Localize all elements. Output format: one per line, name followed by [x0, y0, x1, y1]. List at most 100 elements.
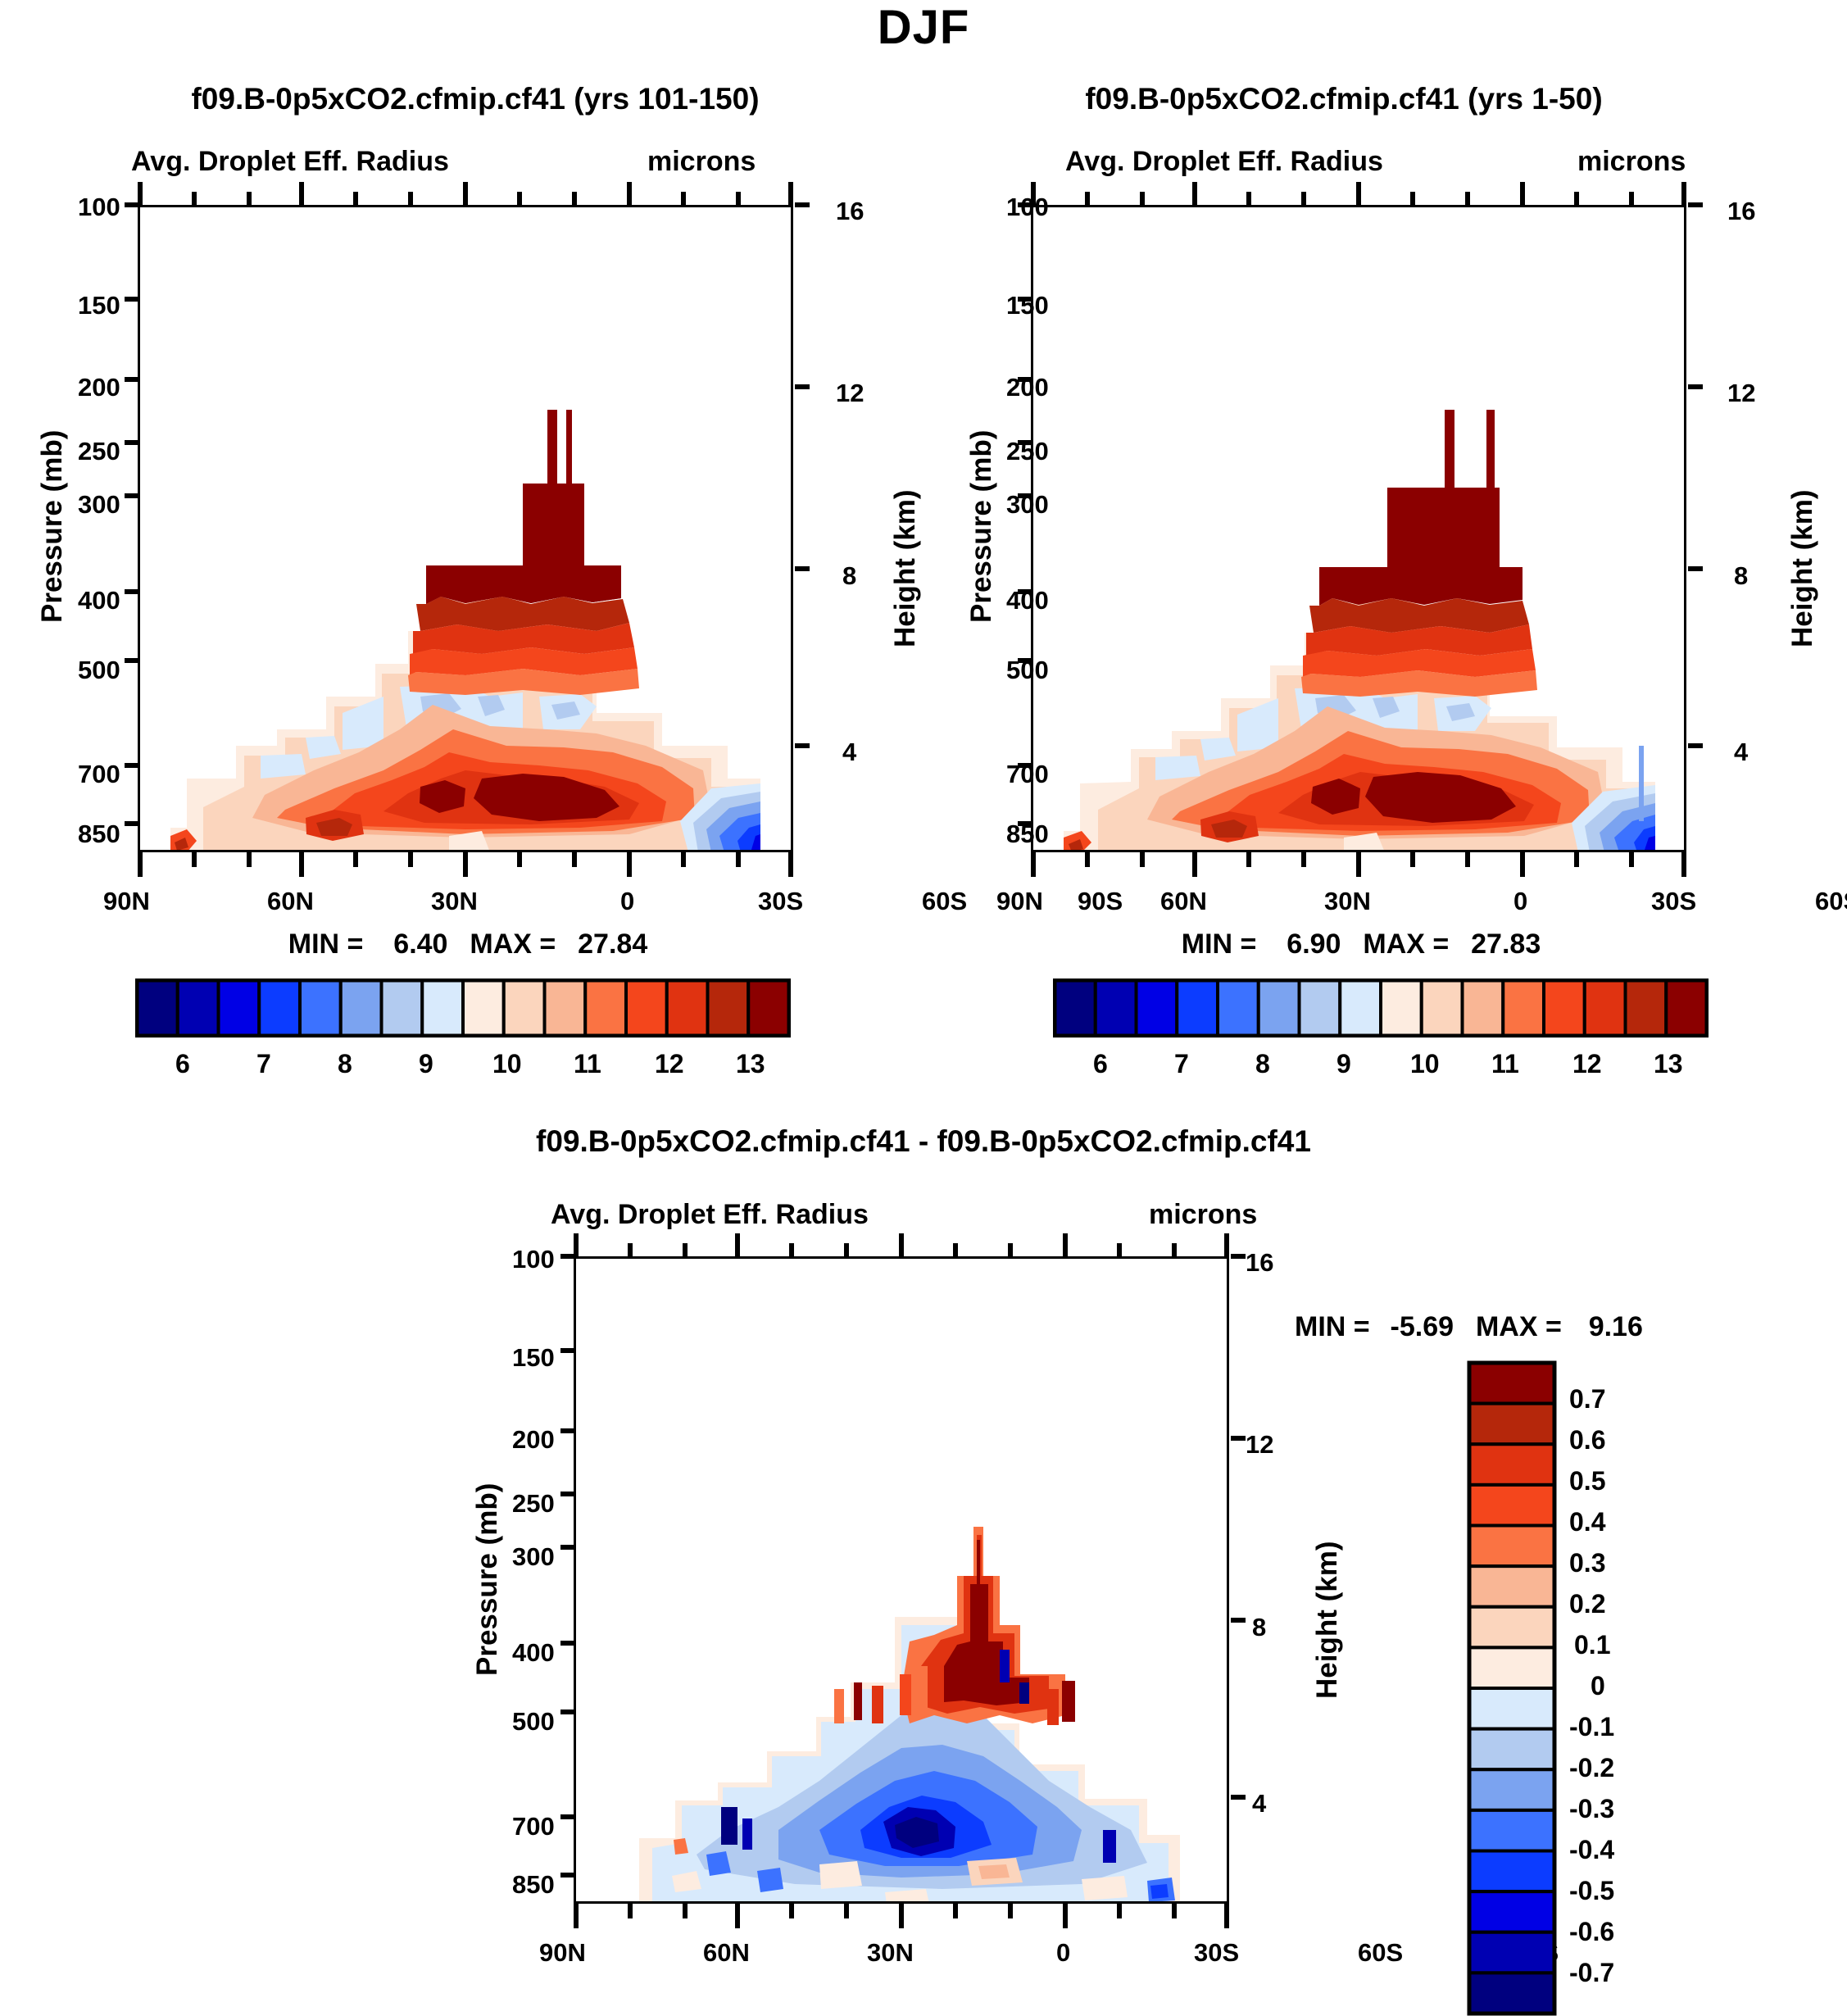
max-label-tl: MAX =: [470, 929, 556, 960]
colorbar-cell: [747, 978, 791, 1038]
plot-area-top-left: [138, 205, 793, 852]
cbtick-p06-bm: 0.6: [1569, 1425, 1606, 1455]
xtick-30N-tl: 30N: [431, 887, 478, 915]
cbtick-6-tl: 6: [175, 1049, 190, 1078]
xtick-30N-tr: 30N: [1324, 887, 1371, 915]
colorbar-cell: [1053, 978, 1097, 1038]
colorbar-top-right[interactable]: [1053, 978, 1709, 1038]
colorbar-cell: [1623, 978, 1668, 1038]
ylabel-top-right: Pressure (mb): [965, 429, 997, 623]
bottom-ticks-bottom: [574, 1904, 1229, 1928]
colorbar-bottom-difference[interactable]: [1467, 1360, 1557, 2016]
axis-ticks-top-right: [1018, 202, 1703, 826]
cbtick-8-tr: 8: [1255, 1049, 1270, 1078]
top-ticks-top-left: [138, 182, 793, 207]
ytick-300-tl: 300: [78, 490, 120, 519]
max-value-tl: 27.84: [578, 929, 648, 960]
ytick-100-bm: 100: [512, 1245, 555, 1274]
xtick-90S-tl: 90S: [1078, 887, 1123, 915]
colorbar-cell: [1468, 1401, 1556, 1446]
colorbar-cell: [338, 978, 383, 1038]
xtick-30S-tl: 30S: [758, 887, 804, 915]
colorbar-cell: [1468, 1768, 1556, 1812]
panel-units-top-right: microns: [1577, 146, 1686, 177]
ytick-100-tl: 100: [78, 193, 120, 221]
cbtick-7-tr: 7: [1174, 1049, 1189, 1078]
colorbar-cell: [379, 978, 424, 1038]
cbtick-7-tl: 7: [256, 1049, 271, 1078]
ytick-400-tl: 400: [78, 586, 120, 615]
y2tick-12-bm: 12: [1246, 1430, 1274, 1459]
min-label-tr: MIN =: [1181, 929, 1257, 960]
colorbar-cell: [1379, 978, 1423, 1038]
colorbar-cell: [1468, 1930, 1556, 1975]
colorbar-cell: [1468, 1646, 1556, 1691]
colorbar-cell: [1468, 1808, 1556, 1853]
colorbar-cell: [583, 978, 628, 1038]
colorbar-cell: [1093, 978, 1138, 1038]
cbtick-p05-bm: 0.5: [1569, 1466, 1606, 1496]
colorbar-cell: [1582, 978, 1627, 1038]
ytick-300-bm: 300: [512, 1542, 555, 1571]
cbtick-12-tl: 12: [655, 1049, 684, 1078]
ytick-150-tr: 150: [1006, 291, 1049, 320]
y2label-top-right: Height (km): [1786, 489, 1818, 648]
panel-title-top-left: f09.B-0p5xCO2.cfmip.cf41 (yrs 101-150): [191, 82, 760, 116]
colorbar-cell: [1460, 978, 1505, 1038]
y2tick-16-tr: 16: [1727, 197, 1756, 225]
colorbar-cell: [1134, 978, 1179, 1038]
colorbar-cell: [1468, 1605, 1556, 1650]
y2tick-4-bm: 4: [1252, 1789, 1267, 1818]
colorbar-top-left[interactable]: [135, 978, 791, 1038]
panel-units-bottom: microns: [1149, 1199, 1258, 1230]
cbtick-m02-bm: -0.2: [1569, 1753, 1615, 1782]
max-label-bm: MAX =: [1475, 1311, 1562, 1342]
colorbar-cell: [501, 978, 547, 1038]
colorbar-cell: [1468, 1890, 1556, 1934]
panel-units-top-left: microns: [647, 146, 756, 177]
xtick-90N-bm: 90N: [539, 1938, 586, 1967]
xtick-90N-tl: 90N: [103, 887, 150, 915]
cbtick-11-tr: 11: [1491, 1049, 1519, 1078]
top-ticks-top-right: [1031, 182, 1686, 207]
colorbar-cell: [1468, 1727, 1556, 1772]
colorbar-cell: [1468, 1564, 1556, 1609]
colorbar-cell: [1468, 1687, 1556, 1731]
colorbar-cell: [1216, 978, 1260, 1038]
xtick-60S-tr: 60S: [1815, 887, 1847, 915]
ytick-850-tl: 850: [78, 820, 120, 848]
colorbar-cell: [665, 978, 710, 1038]
colorbar-cell: [1501, 978, 1545, 1038]
y2tick-8-tr: 8: [1734, 561, 1749, 590]
ytick-250-tl: 250: [78, 437, 120, 465]
colorbar-cell: [461, 978, 506, 1038]
colorbar-cell: [420, 978, 465, 1038]
colorbar-cell: [1468, 1482, 1556, 1528]
xtick-30S-bm: 30S: [1194, 1938, 1240, 1967]
minmax-bottom: MIN = -5.69 MAX = 9.16: [1295, 1311, 1643, 1343]
cbtick-p03-bm: 0.3: [1569, 1548, 1606, 1578]
colorbar-cell: [1175, 978, 1219, 1038]
figure-title: DJF: [877, 1, 970, 54]
colorbar-cell: [1256, 978, 1301, 1038]
cbtick-10-tl: 10: [492, 1049, 522, 1078]
colorbar-cell: [1419, 978, 1464, 1038]
cbtick-9-tr: 9: [1336, 1049, 1351, 1078]
colorbar-cell: [542, 978, 588, 1038]
y2tick-4-tr: 4: [1734, 738, 1749, 766]
min-label-tl: MIN =: [288, 929, 364, 960]
min-value-bm: -5.69: [1390, 1311, 1454, 1342]
panel-title-top-right: f09.B-0p5xCO2.cfmip.cf41 (yrs 1-50): [1085, 82, 1603, 116]
y2tick-16-tl: 16: [836, 197, 865, 225]
xtick-60S-tl: 60S: [922, 887, 968, 915]
colorbar-cell: [175, 978, 220, 1038]
colorbar-cell: [624, 978, 669, 1038]
colorbar-cell: [1468, 1971, 1556, 2016]
cbtick-13-tl: 13: [736, 1049, 765, 1078]
minmax-top-left: MIN = 6.40 MAX = 27.84: [138, 929, 798, 960]
colorbar-cell: [216, 978, 261, 1038]
minmax-top-right: MIN = 6.90 MAX = 27.83: [1031, 929, 1691, 960]
ylabel-bottom: Pressure (mb): [471, 1482, 503, 1676]
cbtick-p02-bm: 0.2: [1569, 1589, 1606, 1619]
colorbar-cell: [1468, 1442, 1556, 1487]
